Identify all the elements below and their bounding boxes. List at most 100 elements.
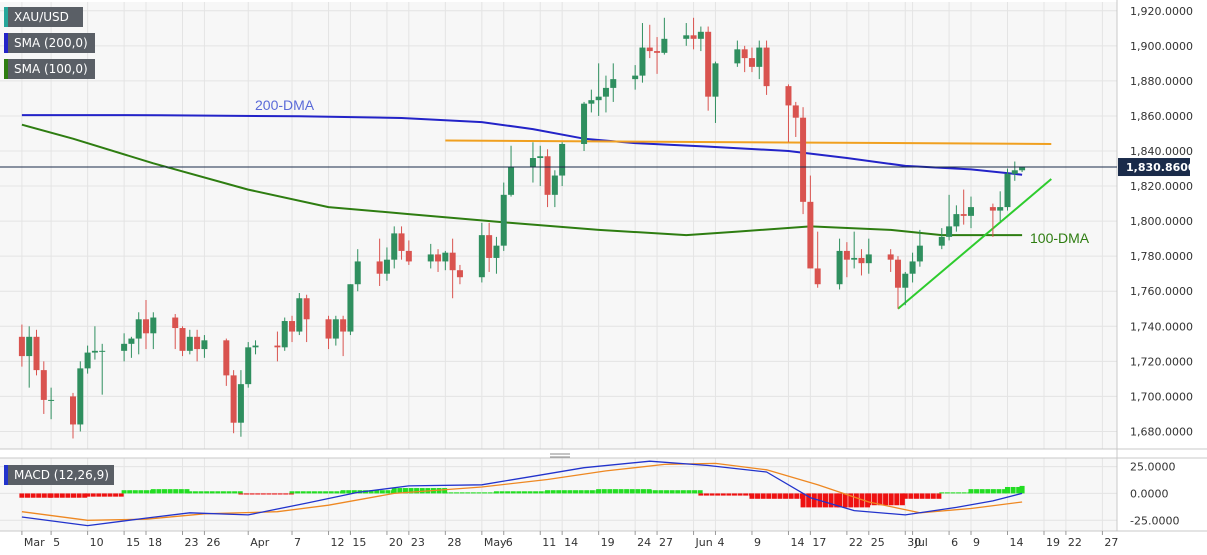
candle-body [559, 143, 566, 176]
macd-histogram-bar [220, 491, 226, 494]
macd-histogram-bar [41, 493, 47, 498]
candle-body [186, 336, 193, 351]
macd-histogram-bar [596, 489, 602, 494]
macd-histogram-bar [888, 493, 894, 506]
macd-histogram-bar [493, 491, 499, 494]
candle-body [953, 214, 960, 227]
price-y-tick-label: 1,720.0000 [1130, 355, 1193, 368]
macd-histogram-bar [379, 490, 385, 494]
x-tick-label: 17 [812, 536, 826, 549]
candle-body [128, 338, 135, 344]
macd-histogram-bar [822, 493, 828, 508]
macd-histogram-bar [866, 493, 872, 506]
macd-histogram-bar [848, 493, 854, 508]
candle-body [909, 261, 916, 274]
price-y-tick-label: 1,840.0000 [1130, 145, 1193, 158]
candle-body [354, 261, 361, 285]
price-y-tick-label: 1,780.0000 [1130, 250, 1193, 263]
macd-histogram-bar [652, 490, 658, 494]
legend-macd[interactable]: MACD (12,26,9) [4, 465, 114, 485]
macd-histogram-bar [777, 493, 783, 499]
x-tick-label: 19 [1046, 536, 1060, 549]
candle-body [748, 58, 755, 67]
candle-body [347, 284, 354, 332]
x-tick-label: 9 [973, 536, 980, 549]
candle-body [40, 370, 47, 400]
price-y-tick-label: 1,740.0000 [1130, 320, 1193, 333]
x-tick-label: Mar [24, 536, 45, 549]
macd-signal-line [21, 462, 1023, 521]
x-tick-label: Jul [914, 536, 928, 549]
candle-body [84, 352, 91, 369]
price-y-tick-label: 1,920.0000 [1130, 5, 1193, 18]
macd-histogram-bar [974, 489, 980, 494]
macd-histogram-bar [680, 490, 686, 494]
macd-histogram-bar [930, 493, 936, 499]
macd-y-tick-label: 25.0000 [1130, 461, 1176, 474]
candle-body [967, 207, 974, 216]
candle-body [99, 350, 106, 352]
macd-histogram-bar [232, 491, 238, 494]
candle-body [851, 257, 858, 260]
x-tick-label: 18 [148, 536, 162, 549]
candle-body [427, 254, 434, 262]
x-tick-label: 26 [206, 536, 220, 549]
macd-histogram-bar [749, 493, 755, 499]
price-panel-background [0, 2, 1117, 449]
legend-sma200[interactable]: SMA (200,0) [4, 33, 95, 53]
macd-histogram-bar [618, 489, 624, 494]
x-tick-label: Apr [250, 536, 270, 549]
annotation-200-dma: 200-DMA [255, 97, 315, 113]
macd-histogram-bar [950, 492, 956, 494]
macd-histogram-bar [397, 488, 403, 494]
macd-histogram-bar [640, 489, 646, 494]
macd-histogram-bar [1016, 486, 1022, 494]
macd-histogram-bar [783, 493, 789, 499]
macd-histogram-bar [709, 493, 715, 496]
macd-histogram-bar [272, 493, 278, 495]
macd-histogram-bar [956, 492, 962, 494]
macd-histogram-bar [266, 493, 272, 495]
candle-body [705, 31, 712, 97]
legend-xauusd[interactable]: XAU/USD [4, 7, 83, 27]
macd-histogram-bar [516, 491, 522, 494]
macd-histogram-bar [470, 492, 476, 494]
macd-histogram-bar [19, 493, 25, 498]
macd-histogram-bar [996, 489, 1002, 494]
candle-body [303, 298, 310, 320]
macd-histogram-bar [76, 493, 82, 498]
candle-body [252, 345, 259, 348]
legend-sma100[interactable]: SMA (100,0) [4, 59, 95, 79]
macd-histogram-bar [629, 489, 635, 494]
candle-body [150, 317, 157, 334]
price-y-tick-label: 1,880.0000 [1130, 75, 1193, 88]
x-tick-label: 20 [389, 536, 403, 549]
candle-body [179, 328, 186, 351]
macd-histogram-bar [391, 488, 397, 494]
macd-histogram-bar [184, 489, 190, 494]
x-tick-label: 28 [447, 536, 461, 549]
macd-histogram-bar [521, 491, 527, 494]
candle-body [916, 245, 923, 262]
macd-histogram-bar [311, 491, 317, 494]
macd-histogram-bar [766, 493, 772, 499]
candle-body [632, 75, 639, 80]
macd-histogram-bar [167, 489, 173, 494]
candle-body [48, 399, 55, 401]
legend-label-sma200: SMA (200,0) [14, 36, 88, 50]
macd-histogram-bar [755, 493, 761, 499]
macd-histogram-bar [902, 493, 908, 499]
macd-histogram-bar [408, 488, 414, 494]
x-tick-label: May [484, 536, 507, 549]
candle-body [997, 207, 1004, 211]
x-tick-label: 7 [294, 536, 301, 549]
candle-body [230, 375, 237, 423]
macd-histogram-bar [138, 490, 144, 494]
candle-body [274, 345, 281, 348]
macd-histogram-bar [121, 490, 127, 494]
candle-body [960, 214, 967, 216]
macd-histogram-bar [533, 491, 539, 494]
candle-body [172, 317, 179, 329]
macd-histogram-bar [328, 491, 334, 494]
macd-histogram-bar [556, 490, 562, 494]
